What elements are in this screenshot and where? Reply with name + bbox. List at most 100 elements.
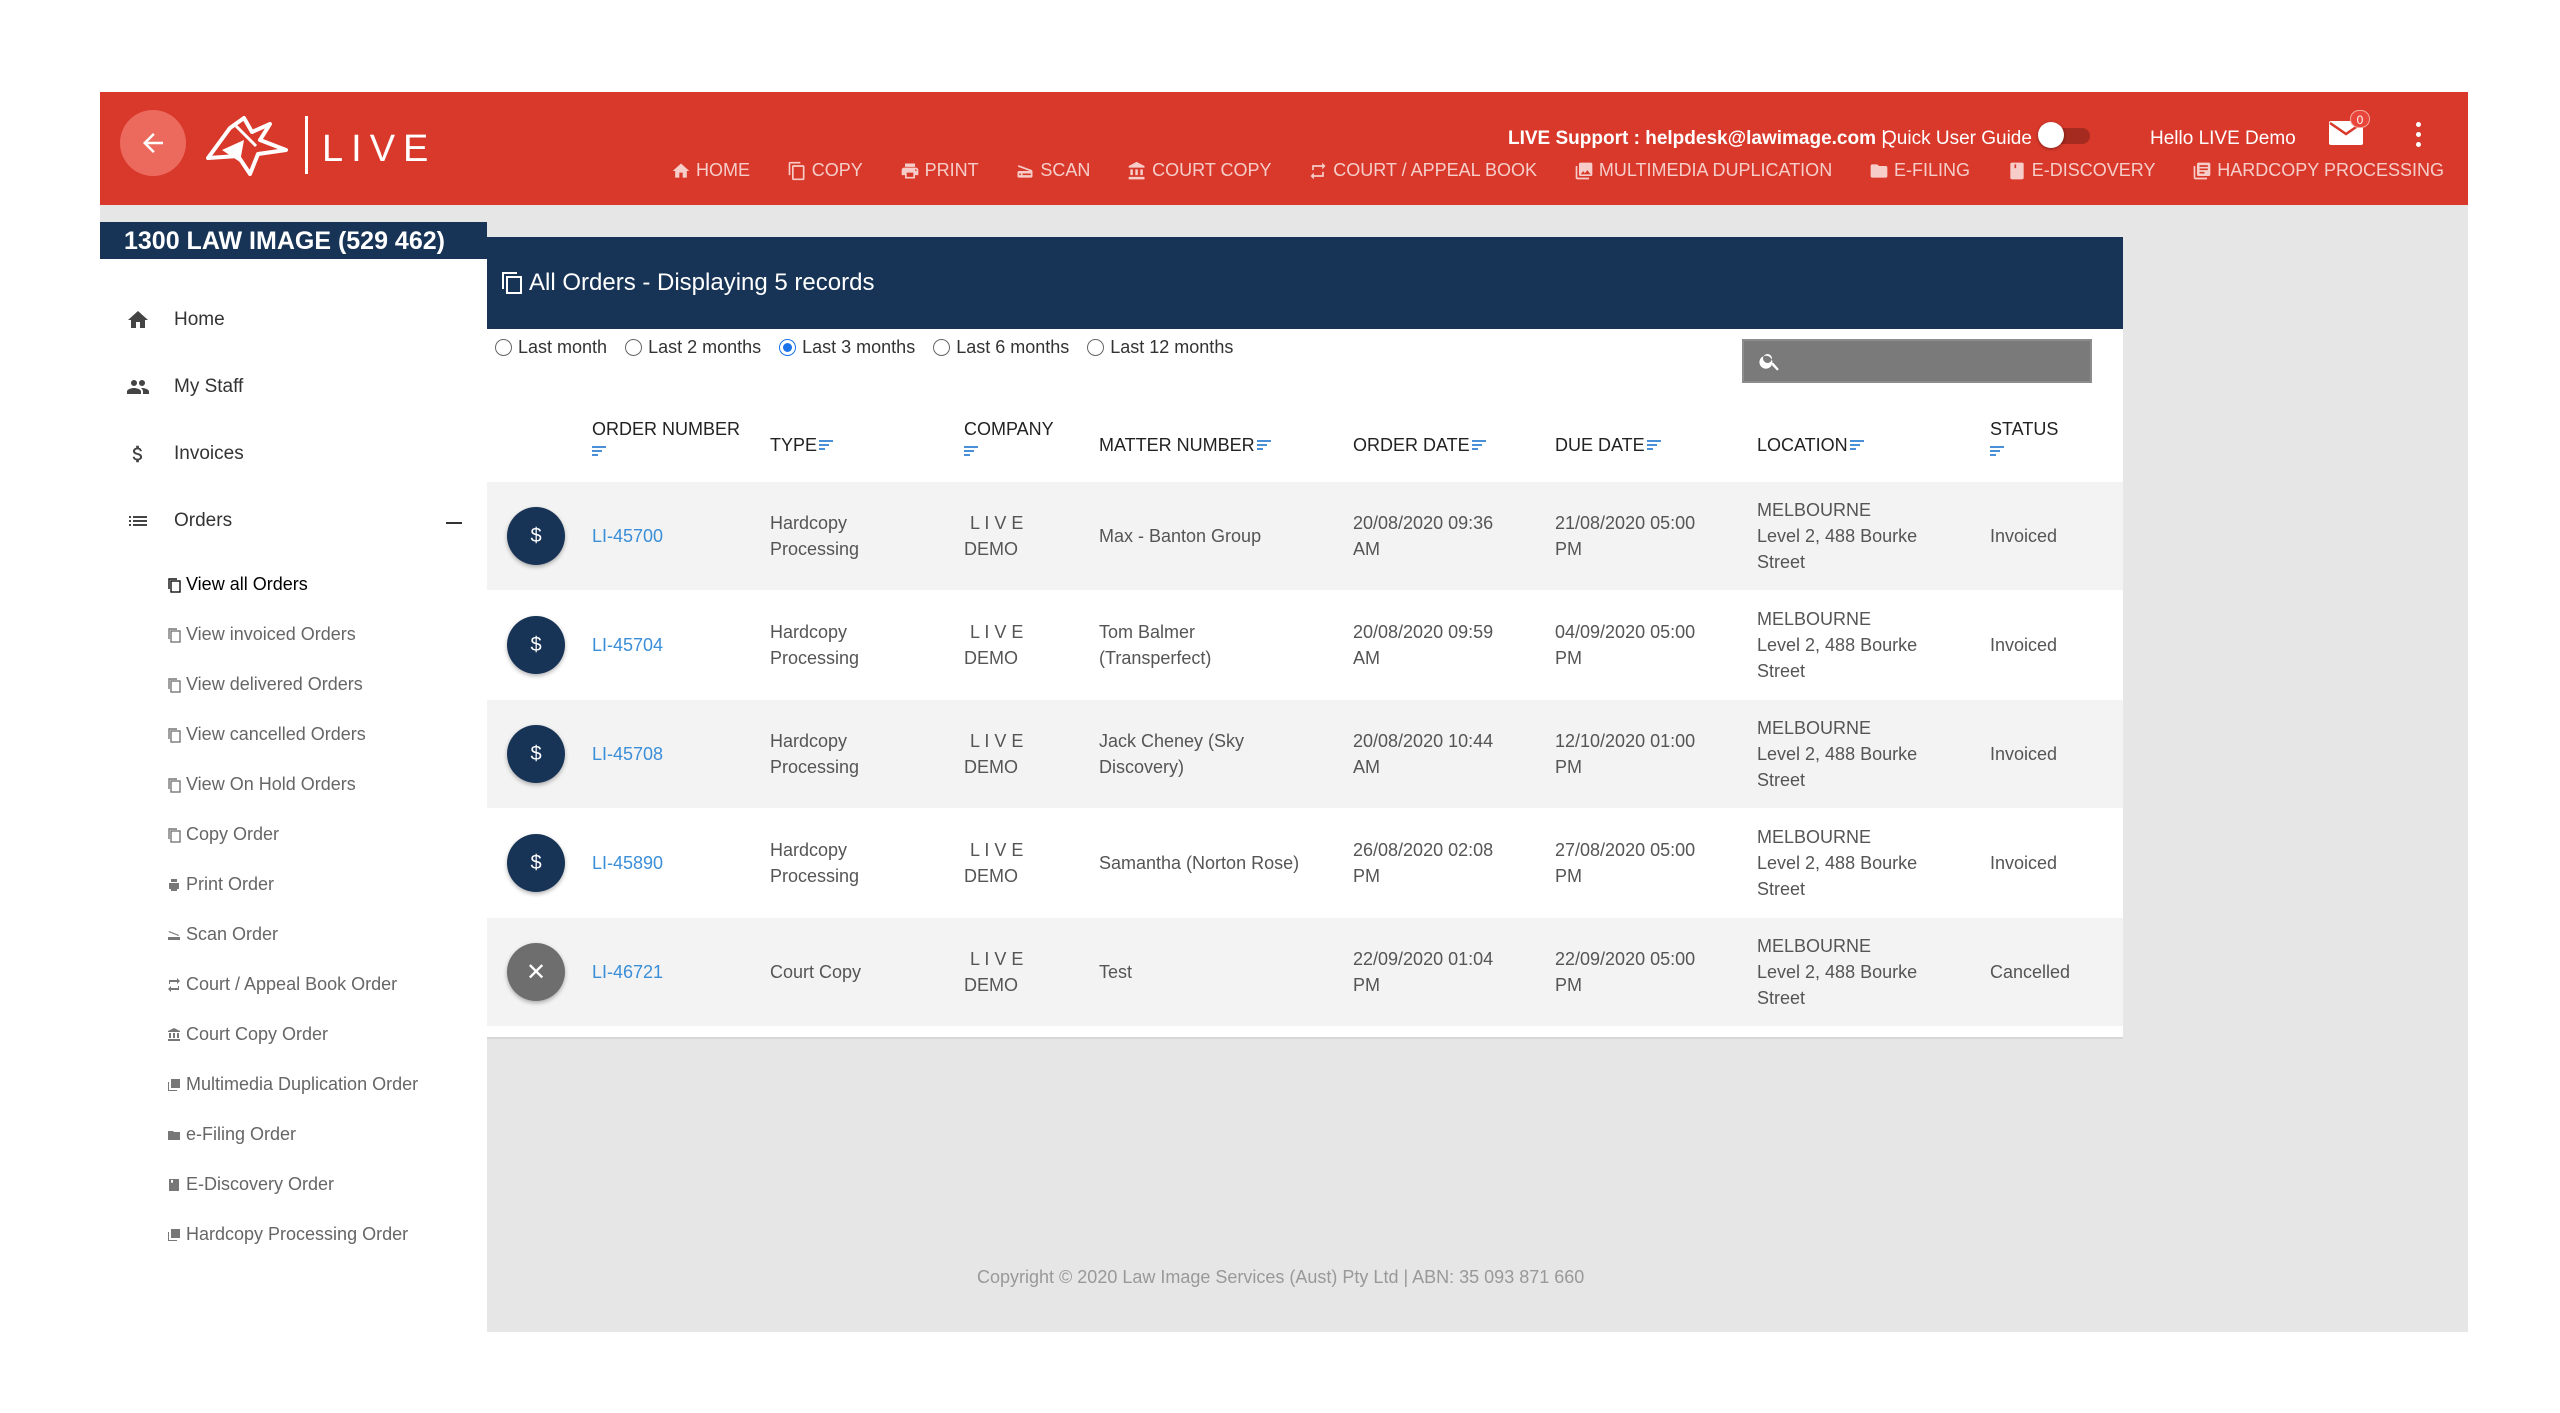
due-date-cell: 22/09/2020 05:00 PM [1555,946,1695,998]
arrow-left-icon [143,133,163,153]
order-date-cell: 22/09/2020 01:04 PM [1353,946,1493,998]
company-cell-line: L I V E [970,731,1024,751]
nav-hardcopy-processing[interactable]: HARDCOPY PROCESSING [2191,160,2444,181]
col-due-date[interactable]: DUE DATE [1555,435,1661,456]
sort-icon[interactable] [1646,440,1661,452]
range-option-last-2-months[interactable]: Last 2 months [625,337,761,358]
date-range-filter: Last month Last 2 months Last 3 months Last… [495,337,1233,358]
submenu-item-view-delivered-orders[interactable]: View delivered Orders [166,674,363,695]
submenu-item-scan-order[interactable]: Scan Order [166,924,278,945]
radio-button[interactable] [1087,339,1105,356]
sort-icon[interactable] [1849,440,1864,452]
list-icon [129,516,147,526]
range-option-last-3-months[interactable]: Last 3 months [779,337,915,358]
sort-icon[interactable] [1990,446,2004,458]
sidebar-item-label: Orders [174,510,233,531]
submenu-item-view-invoiced-orders[interactable]: View invoiced Orders [166,624,356,645]
range-option-last-6-months[interactable]: Last 6 months [933,337,1069,358]
submenu-item-copy-order[interactable]: Copy Order [166,824,279,845]
submenu-item-e-filing-order[interactable]: e-Filing Order [166,1124,296,1145]
nav-court-copy[interactable]: COURT COPY [1126,160,1272,181]
quick-user-guide-label[interactable]: Quick User Guide [1882,128,2032,149]
range-option-last-month[interactable]: Last month [495,337,607,358]
table-row: $ LI-45700 Hardcopy Processing L I V E DEMO Ma… [487,482,2123,590]
submenu-item-label: Multimedia Duplication Order [186,1074,419,1094]
copy-icon [168,727,181,743]
nav-e-discovery[interactable]: E-DISCOVERY [2006,160,2155,181]
order-number-link[interactable]: LI-45704 [592,635,664,655]
invoice-button[interactable]: $ [507,616,565,674]
nav-court-appeal-book[interactable]: COURT / APPEAL BOOK [1307,160,1537,181]
order-number-link[interactable]: LI-45708 [592,744,664,764]
invoice-button[interactable]: $ [507,507,565,565]
radio-label: Last 3 months [802,337,916,357]
type-cell-line: Processing [770,866,860,886]
search-input[interactable] [1790,350,2070,372]
nav-print[interactable]: PRINT [899,160,979,181]
order-number-link[interactable]: LI-45700 [592,526,664,546]
invoice-button[interactable]: $ [507,834,565,892]
matter-cell-line: (Transperfect) [1099,648,1212,668]
order-number-link[interactable]: LI-46721 [592,962,664,982]
sort-icon[interactable] [1256,440,1271,452]
quick-guide-toggle[interactable] [2038,122,2090,148]
nav-scan[interactable]: SCAN [1014,160,1090,181]
sort-icon[interactable] [592,446,606,458]
col-company[interactable]: COMPANY [964,419,1054,458]
support-email[interactable]: LIVE Support : helpdesk@lawimage.com [1508,128,1876,149]
type-cell-line: Hardcopy [770,622,848,642]
submenu-item-view-on-hold-orders[interactable]: View On Hold Orders [166,774,356,795]
radio-button[interactable] [625,339,643,356]
order-date-cell-line: PM [1353,975,1380,995]
search-box[interactable] [1742,339,2092,383]
submenu-item-view-all-orders[interactable]: View all Orders [166,574,308,595]
nav-multimedia-duplication[interactable]: MULTIMEDIA DUPLICATION [1573,160,1832,181]
orders-panel-header: All Orders - Displaying 5 records [487,237,2123,329]
copy-icon [788,161,805,180]
court-icon [168,1027,180,1041]
matter-cell: Jack Cheney (Sky Discovery) [1099,728,1244,780]
radio-button[interactable] [495,339,512,356]
sidebar-item-my-staff[interactable]: My Staff [124,374,243,400]
back-button[interactable] [120,110,186,176]
submenu-item-view-cancelled-orders[interactable]: View cancelled Orders [166,724,366,745]
radio-label: Last month [518,337,608,357]
submenu-item-hardcopy-processing-order[interactable]: Hardcopy Processing Order [166,1224,408,1245]
nav-home[interactable]: HOME [670,160,750,181]
company-cell: L I V E DEMO [964,837,1023,889]
sidebar-item-home[interactable]: Home [124,307,225,333]
col-order-number[interactable]: ORDER NUMBER [592,419,740,458]
copy-icon [168,577,181,593]
col-matter-number[interactable]: MATTER NUMBER [1099,435,1271,456]
cancelled-order-button[interactable]: ✕ [507,943,565,1001]
order-date-cell-line: 20/08/2020 09:59 [1353,622,1494,642]
col-type[interactable]: TYPE [770,435,834,456]
range-option-last-12-months[interactable]: Last 12 months [1087,337,1233,358]
invoice-button[interactable]: $ [507,725,565,783]
submenu-item-print-order[interactable]: Print Order [166,874,274,895]
sidebar-item-label: Home [174,309,225,330]
submenu-item-court-copy-order[interactable]: Court Copy Order [166,1024,328,1045]
collapse-orders-icon[interactable] [446,522,462,524]
copyright-footer: Copyright © 2020 Law Image Services (Aus… [977,1267,1585,1287]
col-status[interactable]: STATUS [1990,419,2058,458]
radio-button[interactable] [779,339,797,356]
company-cell-line: L I V E [970,513,1024,533]
sort-icon[interactable] [964,446,978,458]
nav-copy[interactable]: COPY [786,160,863,181]
sort-icon[interactable] [1471,440,1486,452]
sort-icon[interactable] [819,440,834,452]
radio-button[interactable] [933,339,951,356]
sidebar-item-invoices[interactable]: Invoices [124,441,244,467]
col-order-date[interactable]: ORDER DATE [1353,435,1486,456]
sidebar-item-orders[interactable]: Orders [124,508,232,534]
order-number-link[interactable]: LI-45890 [592,853,664,873]
submenu-item-e-discovery-order[interactable]: E-Discovery Order [166,1174,334,1195]
location-cell-line: Level 2, 488 Bourke [1757,526,1918,546]
submenu-item-court-appeal-book-order[interactable]: Court / Appeal Book Order [166,974,397,995]
col-location[interactable]: LOCATION [1757,435,1864,456]
submenu-item-multimedia-duplication-order[interactable]: Multimedia Duplication Order [166,1074,418,1095]
nav-e-filing[interactable]: E-FILING [1868,160,1970,181]
more-menu-icon[interactable] [2414,122,2422,150]
location-cell: MELBOURNE Level 2, 488 Bourke Street [1757,606,1917,684]
